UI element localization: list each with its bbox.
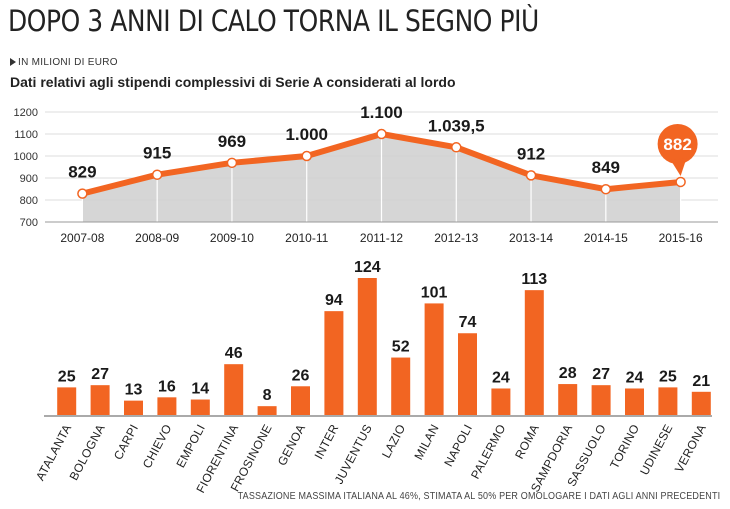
value-label: 969 bbox=[218, 132, 246, 151]
bar bbox=[124, 400, 143, 415]
bar-value-label: 94 bbox=[325, 292, 343, 309]
bar-value-label: 21 bbox=[692, 373, 710, 390]
team-label: CARPI bbox=[111, 422, 141, 462]
value-label: 1.000 bbox=[285, 125, 328, 144]
team-label: GENOA bbox=[275, 422, 308, 468]
value-label: 882 bbox=[663, 135, 691, 154]
x-tick-label: 2014-15 bbox=[584, 231, 628, 245]
bar-value-label: 26 bbox=[292, 367, 310, 384]
bar bbox=[558, 384, 578, 415]
bar-value-label: 101 bbox=[421, 284, 448, 301]
y-tick-label: 900 bbox=[20, 173, 38, 185]
bar bbox=[90, 385, 110, 415]
data-point bbox=[376, 128, 387, 140]
team-label: ROMA bbox=[512, 422, 542, 461]
highlight-callout: 882 bbox=[657, 123, 698, 176]
y-tick-label: 800 bbox=[20, 195, 38, 207]
data-point bbox=[600, 183, 612, 195]
bar-value-label: 13 bbox=[125, 382, 143, 399]
chart-title: DOPO 3 ANNI DI CALO TORNA IL SEGNO PIÙ bbox=[8, 4, 539, 38]
bar-value-label: 24 bbox=[626, 369, 644, 386]
data-point bbox=[226, 157, 238, 169]
data-point bbox=[675, 176, 686, 188]
bar-value-label: 14 bbox=[191, 381, 209, 398]
x-tick-label: 2010-11 bbox=[285, 231, 328, 245]
value-label: 1.039,5 bbox=[428, 116, 485, 135]
bar bbox=[491, 388, 511, 415]
x-tick-label: 2009-10 bbox=[210, 231, 254, 245]
bar bbox=[391, 357, 411, 415]
value-label: 915 bbox=[143, 144, 171, 163]
bar-value-label: 25 bbox=[58, 368, 76, 385]
bar bbox=[224, 364, 244, 415]
x-tick-label: 2013-14 bbox=[509, 231, 553, 245]
team-label: MILAN bbox=[411, 422, 441, 462]
team-label: VERONA bbox=[672, 422, 709, 475]
team-label: LAZIO bbox=[379, 422, 408, 461]
value-label: 912 bbox=[517, 144, 545, 163]
bar-value-label: 46 bbox=[225, 345, 243, 362]
bar bbox=[524, 290, 544, 415]
chart-subtitle: Dati relativi agli stipendi complessivi … bbox=[10, 74, 456, 90]
value-label: 829 bbox=[68, 163, 96, 182]
bar bbox=[324, 311, 344, 415]
x-tick-label: 2012-13 bbox=[434, 231, 478, 245]
data-point bbox=[451, 142, 462, 153]
triangle-icon bbox=[10, 58, 16, 66]
bar bbox=[591, 385, 611, 415]
y-tick-label: 700 bbox=[20, 217, 38, 229]
bar-value-label: 25 bbox=[659, 368, 677, 385]
bar bbox=[57, 387, 77, 415]
bar bbox=[458, 333, 477, 415]
bar-value-label: 16 bbox=[158, 378, 176, 395]
callout-pointer bbox=[670, 157, 687, 176]
team-label: NAPOLI bbox=[441, 422, 475, 469]
team-label: PALERMO bbox=[468, 422, 508, 481]
y-tick-label: 1200 bbox=[14, 107, 38, 119]
bar bbox=[658, 387, 678, 415]
bar-value-label: 74 bbox=[459, 314, 477, 331]
data-point bbox=[151, 169, 163, 180]
unit-text: IN MILIONI DI EURO bbox=[18, 57, 118, 68]
x-tick-label: 2011-12 bbox=[360, 231, 403, 245]
bar-value-label: 8 bbox=[263, 387, 272, 404]
team-label: EMPOLI bbox=[173, 422, 207, 470]
team-label: TORINO bbox=[607, 422, 642, 471]
bar bbox=[691, 391, 711, 415]
bar-value-label: 28 bbox=[559, 365, 577, 382]
bar-value-label: 24 bbox=[492, 369, 510, 386]
x-tick-label: 2007-08 bbox=[60, 231, 104, 245]
team-label: UDINESE bbox=[637, 422, 675, 478]
team-label: CHIEVO bbox=[140, 422, 175, 471]
team-label: INTER bbox=[312, 422, 342, 462]
value-label: 1.100 bbox=[360, 103, 403, 122]
x-tick-label: 2015-16 bbox=[659, 231, 703, 245]
x-tick-label: 2008-09 bbox=[135, 231, 179, 245]
bar bbox=[424, 303, 444, 415]
data-point bbox=[77, 188, 88, 199]
bar-value-label: 27 bbox=[91, 366, 109, 383]
bar bbox=[190, 399, 210, 415]
bar bbox=[625, 388, 644, 415]
bar-value-label: 27 bbox=[592, 366, 610, 383]
y-tick-label: 1000 bbox=[14, 151, 38, 163]
bar bbox=[357, 278, 377, 415]
value-label: 849 bbox=[592, 158, 620, 177]
bar bbox=[257, 406, 277, 415]
bar bbox=[157, 397, 177, 415]
data-point bbox=[525, 170, 537, 181]
bar-value-label: 52 bbox=[392, 339, 410, 356]
y-tick-label: 1100 bbox=[14, 129, 38, 141]
unit-note: IN MILIONI DI EURO bbox=[10, 57, 118, 68]
bar bbox=[291, 386, 310, 415]
bar-value-label: 124 bbox=[354, 259, 381, 276]
data-point bbox=[301, 150, 312, 162]
bar-value-label: 113 bbox=[521, 271, 547, 288]
footnote: TASSAZIONE MASSIMA ITALIANA AL 46%, STIM… bbox=[237, 491, 720, 502]
callout-bubble bbox=[657, 123, 698, 164]
